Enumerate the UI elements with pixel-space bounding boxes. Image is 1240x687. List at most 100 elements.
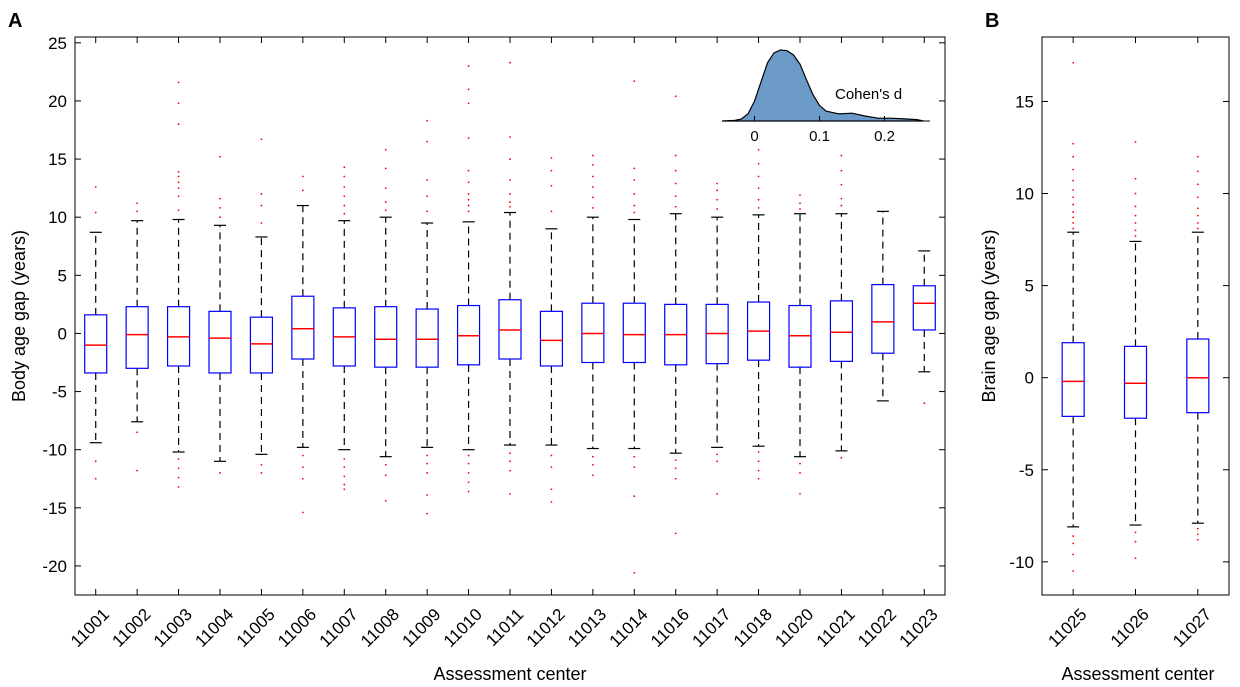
a-box-11018 (746, 148, 771, 480)
outlier-point (301, 511, 304, 514)
b-ytick-label: -10 (1009, 553, 1034, 572)
a-xtick-label: 11013 (564, 605, 610, 651)
outlier-point (426, 454, 429, 457)
outlier-point (674, 477, 677, 480)
outlier-point (1196, 207, 1199, 210)
outlier-point (923, 402, 926, 405)
outlier-point (840, 183, 843, 186)
outlier-point (1134, 192, 1137, 195)
outlier-point (343, 175, 346, 178)
outlier-point (716, 198, 719, 201)
outlier-point (1072, 222, 1075, 224)
outlier-point (674, 195, 677, 198)
outlier-point (509, 201, 511, 203)
outlier-point (177, 181, 180, 184)
outlier-point (1072, 211, 1075, 213)
outlier-point (799, 194, 801, 197)
a-xtick-label: 11018 (730, 605, 776, 651)
outlier-point (260, 222, 263, 224)
outlier-point (301, 477, 304, 480)
iqr-box (912, 285, 936, 331)
outlier-point (343, 212, 346, 215)
inset-xtick-label: 0.1 (809, 128, 830, 145)
outlier-point (674, 459, 677, 462)
outlier-point (633, 211, 636, 214)
outlier-point (384, 499, 387, 502)
outlier-point (94, 186, 97, 188)
panel-b-label: B (985, 10, 999, 32)
outlier-point (674, 154, 677, 157)
outlier-point (550, 157, 553, 159)
b-xtick-label: 11025 (1045, 605, 1091, 651)
outlier-point (467, 198, 470, 201)
outlier-point (633, 455, 636, 458)
outlier-point (260, 138, 263, 141)
outlier-point (716, 189, 719, 192)
a-box-11001 (84, 186, 108, 480)
outlier-point (1134, 234, 1137, 237)
outlier-point (591, 463, 594, 466)
outlier-point (467, 462, 470, 465)
a-box-11009 (415, 119, 439, 515)
outlier-point (591, 186, 594, 188)
a-box-11002 (125, 202, 149, 472)
panel-a-label: A (8, 10, 22, 32)
iqr-box (871, 284, 895, 354)
outlier-point (757, 451, 760, 453)
a-xtick-label: 11020 (771, 605, 817, 651)
a-xtick-label: 11007 (316, 605, 362, 651)
outlier-point (509, 492, 511, 495)
b-ytick-label: -5 (1019, 461, 1034, 480)
a-box-11014 (622, 80, 646, 574)
outlier-point (426, 494, 429, 496)
a-box-11022 (871, 210, 895, 402)
outlier-point (177, 467, 180, 470)
outlier-point (426, 512, 429, 515)
outlier-point (591, 175, 594, 178)
a-box-11008 (374, 148, 398, 502)
outlier-point (716, 460, 719, 463)
a-box-11016 (664, 95, 688, 535)
outlier-point (716, 492, 719, 495)
outlier-point (384, 148, 387, 151)
outlier-point (509, 193, 511, 195)
outlier-point (1072, 570, 1075, 572)
outlier-point (177, 476, 180, 479)
inset-xtick-label: 0 (750, 128, 758, 145)
outlier-point (384, 209, 387, 212)
outlier-point (343, 204, 346, 207)
outlier-point (301, 189, 304, 192)
outlier-point (343, 186, 346, 188)
outlier-point (674, 95, 677, 98)
outlier-point (633, 167, 636, 170)
outlier-point (136, 210, 139, 213)
outlier-point (467, 102, 470, 105)
a-ytick-label: 15 (48, 150, 67, 169)
outlier-point (799, 462, 801, 465)
outlier-point (757, 175, 760, 178)
cohens-d-density (721, 49, 924, 122)
a-box-11017 (705, 182, 729, 495)
a-xtick-label: 11005 (233, 605, 279, 651)
outlier-point (219, 216, 221, 219)
outlier-point (136, 469, 139, 472)
b-ytick-label: 15 (1015, 92, 1034, 111)
a-box-11004 (208, 155, 232, 474)
outlier-point (136, 202, 139, 205)
outlier-point (633, 204, 636, 207)
a-box-11011 (498, 61, 522, 495)
iqr-box (1186, 338, 1210, 414)
outlier-point (1134, 229, 1137, 232)
inset-label: Cohen's d (835, 86, 902, 103)
outlier-point (1134, 222, 1137, 224)
outlier-point (301, 466, 304, 469)
iqr-box (539, 310, 564, 367)
outlier-point (1072, 553, 1075, 556)
outlier-point (1196, 533, 1199, 536)
outlier-point (426, 195, 429, 198)
inset-xtick-label: 0.2 (874, 128, 895, 145)
outlier-point (343, 466, 346, 469)
outlier-point (1072, 168, 1075, 171)
outlier-point (799, 472, 801, 474)
outlier-point (301, 175, 304, 178)
